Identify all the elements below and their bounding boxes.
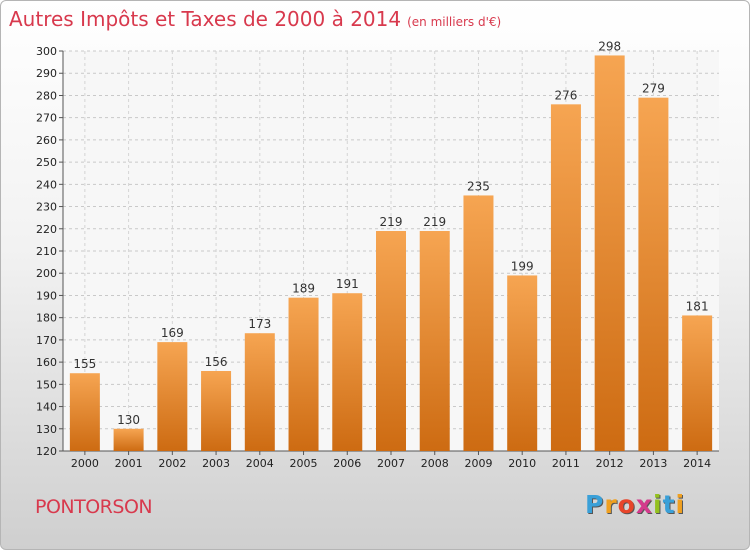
y-tick-label: 180 [36,312,57,325]
data-label: 155 [73,357,96,371]
x-tick-label: 2006 [333,457,361,470]
data-label: 199 [511,259,534,273]
data-label: 181 [686,299,709,313]
y-tick-label: 130 [36,423,57,436]
data-label: 130 [117,413,140,427]
bar [507,275,538,451]
bar [157,342,188,451]
data-label: 279 [642,82,665,96]
bar-layer [69,55,713,452]
bar [594,55,625,451]
y-tick-label: 280 [36,89,57,102]
location-label: PONTORSON [35,496,153,518]
x-tick-label: 2001 [115,457,143,470]
chart-subtitle: (en milliers d'€) [407,15,502,29]
x-tick-label: 2011 [552,457,580,470]
label-layer: 155 130 169 156 173 189 191 219 219 235 199 276 298 2… [73,39,708,426]
x-tick-label: 2004 [246,457,274,470]
bar [550,104,581,451]
y-tick-label: 170 [36,334,57,347]
y-tick-label: 200 [36,267,57,280]
brand-letter: t [662,490,676,519]
x-tick-label: 2013 [639,457,667,470]
x-tick-label: 2002 [158,457,186,470]
data-label: 189 [292,282,315,296]
y-tick-label: 240 [36,178,57,191]
bar [419,231,450,451]
bar [463,195,494,451]
y-tick-label: 260 [36,134,57,147]
x-tick-label: 2008 [421,457,449,470]
y-tick-label: 150 [36,378,57,391]
brand-letter: r [604,490,618,519]
bar [376,231,406,451]
brand-letter: o [617,490,636,519]
axis-layer: 120 130 140 150 160 170 180 190 200 210 220 230 240 2… [36,45,719,470]
y-tick-label: 220 [36,223,57,236]
y-tick-label: 120 [36,445,57,458]
x-tick-label: 2003 [202,457,230,470]
bar [682,315,713,451]
data-label: 235 [467,179,490,193]
chart-title: Autres Impôts et Taxes de 2000 à 2014 (en… [9,7,501,31]
data-label: 219 [380,215,403,229]
brand-letter: x [635,490,653,519]
y-tick-label: 230 [36,201,57,214]
x-tick-label: 2005 [290,457,318,470]
y-tick-label: 300 [36,45,57,58]
brand-logo: Proxiti [585,490,685,519]
x-tick-label: 2009 [464,457,492,470]
data-label: 169 [161,326,184,340]
bar [288,297,319,451]
bar [244,333,275,451]
y-tick-label: 250 [36,156,57,169]
bar [113,428,144,451]
brand-letter: i [675,490,686,519]
data-label: 156 [205,355,228,369]
bar [201,371,232,451]
bar [69,373,100,451]
y-tick-label: 210 [36,245,57,258]
bar [638,97,669,452]
x-tick-label: 2000 [71,457,99,470]
data-label: 276 [554,88,577,102]
chart-title-text: Autres Impôts et Taxes de 2000 à 2014 [9,7,402,31]
y-tick-label: 290 [36,67,57,80]
y-tick-label: 160 [36,356,57,369]
y-tick-label: 140 [36,401,57,414]
x-tick-label: 2012 [596,457,624,470]
data-label: 191 [336,277,359,291]
x-tick-label: 2007 [377,457,405,470]
data-label: 219 [423,215,446,229]
brand-letter: P [585,490,605,519]
y-tick-label: 270 [36,112,57,125]
brand-letter: i [653,490,663,519]
x-tick-label: 2010 [508,457,536,470]
data-label: 298 [598,39,621,53]
y-tick-label: 190 [36,289,57,302]
x-tick-label: 2014 [683,457,711,470]
data-label: 173 [248,317,271,331]
bar [332,293,363,451]
